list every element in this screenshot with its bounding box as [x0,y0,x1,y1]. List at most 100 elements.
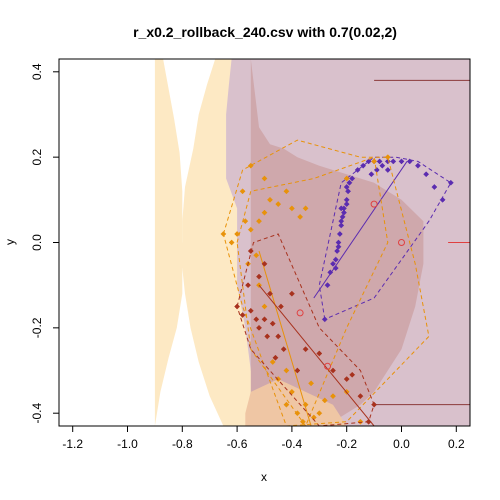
series-2-point-6 [261,316,268,323]
series-2-point-11 [261,260,268,267]
series-0-point-39 [343,201,350,208]
x-tick-label-0: -1.2 [62,437,83,451]
series-1-hull2 [236,156,389,426]
series-2-point-24 [365,418,372,425]
series-2-point-15 [288,290,295,297]
series-0-point-37 [338,218,345,225]
series-2-point-20 [343,376,350,383]
series-0-point-7 [339,213,346,220]
series-2-point-0 [234,303,241,310]
series-1-point-0 [220,231,227,237]
plot-area [154,59,470,426]
y-tick-label-4: 0.4 [30,63,44,80]
series-0-point-3 [334,248,341,254]
center-marker-3 [324,362,332,370]
series-0-point-11 [346,179,353,186]
series-0-point-15 [365,158,372,165]
series-1-point-24 [294,410,301,417]
series-2-point-5 [256,324,262,331]
series-2-point-25 [280,346,287,353]
series-1-point-29 [330,393,336,400]
center-marker-1 [398,239,405,246]
series-2-point-1 [239,312,246,319]
x-tick-label-5: -0.2 [336,437,357,451]
series-0-point-21 [406,158,413,165]
series-1-point-15 [239,188,246,195]
series-0-point-36 [324,282,331,289]
series-2-point-14 [277,303,284,310]
series-1-point-27 [316,410,323,417]
series-0-point-33 [335,243,342,250]
series-2-point-13 [267,290,273,297]
series-2-point-8 [269,320,276,327]
series-1-point-26 [308,380,315,387]
series-2-point-23 [371,401,378,408]
series-0-point-18 [384,158,391,165]
series-2-point-4 [253,316,260,323]
series-2-point-16 [294,367,301,374]
series-2-point-10 [256,273,262,280]
series-0-point-35 [327,269,334,276]
series-1-point-34 [371,158,378,165]
series-1-point-13 [261,175,268,182]
series-0-point-38 [341,209,347,216]
series-1-point-17 [253,252,260,259]
series-2-hull [236,233,375,426]
series-1-point-1 [228,239,235,246]
x-tick-label-7: 0.2 [448,437,465,451]
series-1-point-20 [269,359,276,365]
series-2-point-19 [330,367,336,374]
x-tick-label-6: 0.0 [393,437,410,451]
series-2-point-22 [357,393,364,400]
series-2-point-9 [275,333,282,340]
series-0-point-24 [431,184,438,190]
series-1-point-10 [288,205,295,212]
series-0-point-0 [321,316,328,323]
series-1-point-5 [256,218,262,225]
y-tick-label-3: 0.2 [30,148,44,165]
series-1-point-25 [302,401,309,408]
series-1-point-19 [261,303,268,310]
series-0-point-27 [384,166,391,173]
axes: -1.2 -1.0 -0.8 -0.6 -0.4 -0.2 0.0 0.2 -0.4 -0.2 0.… [30,63,465,451]
series-2-point-26 [272,354,279,361]
series-2-segment [258,284,375,426]
x-tick-label-3: -0.6 [227,437,248,451]
density-region-4 [245,379,347,426]
series-1-point-14 [247,162,254,169]
center-marker-2 [296,309,304,317]
series-1-point-31 [299,418,306,425]
series-0-segment [313,161,408,299]
y-axis-label: y [3,239,17,245]
series-0-point-5 [336,231,343,237]
series-0-point-20 [398,158,405,165]
series-1-point-2 [234,231,241,237]
series-0-point-17 [376,158,383,165]
series-0-point-2 [332,265,339,272]
series-1-point-6 [261,209,268,216]
series-1-point-11 [297,213,304,220]
series-0-point-19 [390,158,397,165]
series-1-point-35 [384,154,391,161]
series-0-point-1 [330,260,336,267]
series-1-point-22 [283,367,290,374]
chart-title: r_x0.2_rollback_240.csv with 0.7(0.02,2) [133,24,397,40]
series-1-point-9 [283,188,290,195]
x-tick-label-4: -0.4 [282,437,303,451]
series-0-point-22 [414,162,421,169]
series-1-hull [222,139,430,426]
series-0-point-32 [338,205,345,212]
series-2-point-7 [264,333,271,340]
series-0-point-30 [368,171,375,178]
x-tick-label-1: -1.0 [117,437,138,451]
series-0-point-12 [349,175,356,182]
series-0-point-28 [379,162,386,169]
series-0-point-14 [360,162,367,169]
series-1-segment [258,250,312,426]
series-0-point-25 [439,196,446,203]
series-1-point-37 [357,418,364,425]
series-0-point-31 [343,184,350,190]
series-1-point-4 [247,226,254,233]
series-1-point-12 [302,205,309,212]
series-1-point-3 [242,218,249,225]
